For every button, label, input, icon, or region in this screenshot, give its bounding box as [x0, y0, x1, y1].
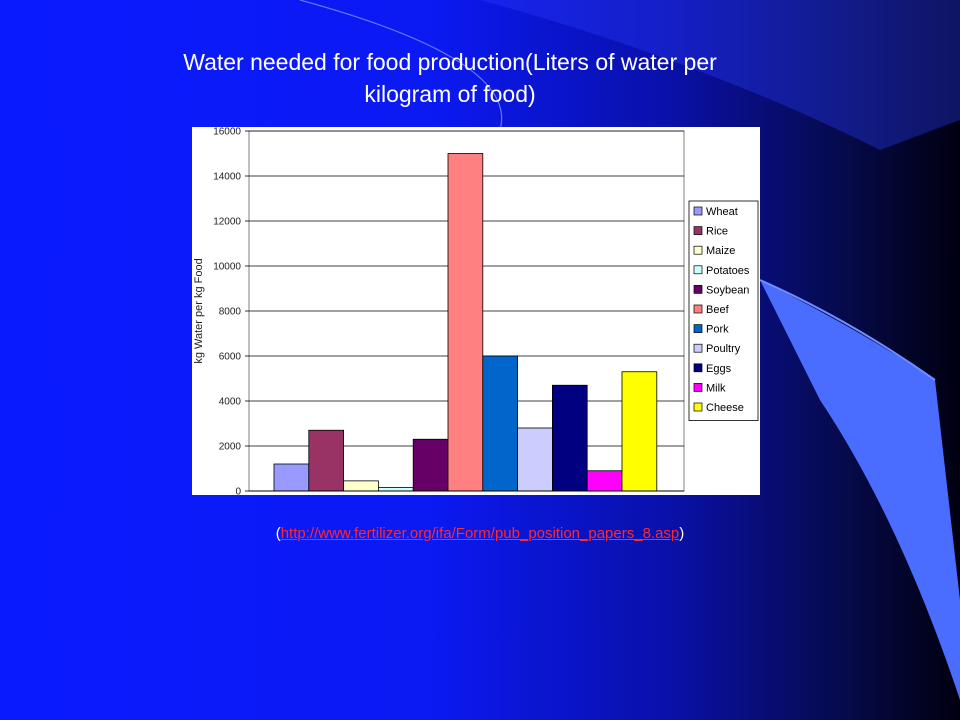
bar-milk: [586, 470, 623, 492]
y-tick-label: 12000: [213, 217, 241, 228]
source-open-paren: (: [275, 525, 281, 542]
legend-label-pork: Pork: [706, 324, 729, 336]
y-tick-label: 16000: [213, 127, 241, 138]
bar-potatoes: [377, 486, 414, 492]
legend-swatch-eggs: [693, 363, 703, 373]
legend-label-beef: Beef: [706, 304, 730, 316]
chart-svg: 0 2000 4000 6000 8000 10000 12000 14000 16000 kg …: [193, 127, 759, 496]
source-close-paren: ): [679, 525, 685, 542]
legend-swatch-poultry: [693, 343, 703, 353]
y-axis-label: kg Water per kg Food: [193, 258, 205, 363]
legend-swatch-potatoes: [693, 265, 703, 275]
source-citation: (http://www.fertilizer.org/ifa/Form/pub_…: [0, 525, 960, 542]
bar-poultry: [517, 427, 553, 492]
legend-swatch-cheese: [693, 402, 703, 412]
bar-cheese: [621, 371, 658, 492]
y-tick-label: 0: [235, 487, 241, 496]
legend-label-maize: Maize: [706, 245, 735, 257]
legend-swatch-maize: [693, 245, 703, 255]
legend-swatch-rice: [693, 226, 703, 235]
bar-maize: [343, 480, 379, 492]
bar-eggs: [551, 384, 588, 492]
bar-pork: [482, 355, 518, 492]
y-tick-label: 2000: [219, 442, 242, 453]
legend-swatch-pork: [693, 324, 703, 333]
legend-label-rice: Rice: [706, 226, 728, 238]
bar-soybean: [412, 438, 449, 492]
bar-wheat: [273, 463, 310, 492]
bar-chart: 0 2000 4000 6000 8000 10000 12000 14000 16000 kg …: [192, 127, 760, 495]
legend-label-soybean: Soybean: [706, 284, 749, 296]
legend-label-potatoes: Potatoes: [706, 265, 750, 277]
legend-swatch-beef: [693, 304, 703, 314]
bar-beef: [447, 153, 484, 492]
legend-swatch-wheat: [693, 206, 703, 216]
bar-rice: [308, 429, 345, 492]
y-tick-label: 6000: [219, 352, 242, 363]
y-tick-label: 4000: [219, 397, 242, 408]
legend-label-wheat: Wheat: [706, 206, 738, 218]
y-tick-label: 8000: [219, 307, 242, 318]
legend-label-eggs: Eggs: [706, 363, 732, 375]
legend-swatch-milk: [693, 383, 703, 392]
y-tick-label: 10000: [213, 262, 241, 273]
legend-swatch-soybean: [693, 285, 703, 294]
legend-label-poultry: Poultry: [706, 343, 741, 355]
y-tick-label: 14000: [213, 172, 241, 183]
legend-label-milk: Milk: [706, 382, 726, 394]
legend-label-cheese: Cheese: [706, 402, 744, 414]
slide-title: Water needed for food production(Liters …: [183, 49, 717, 107]
source-link[interactable]: http://www.fertilizer.org/ifa/Form/pub_p…: [280, 525, 680, 542]
